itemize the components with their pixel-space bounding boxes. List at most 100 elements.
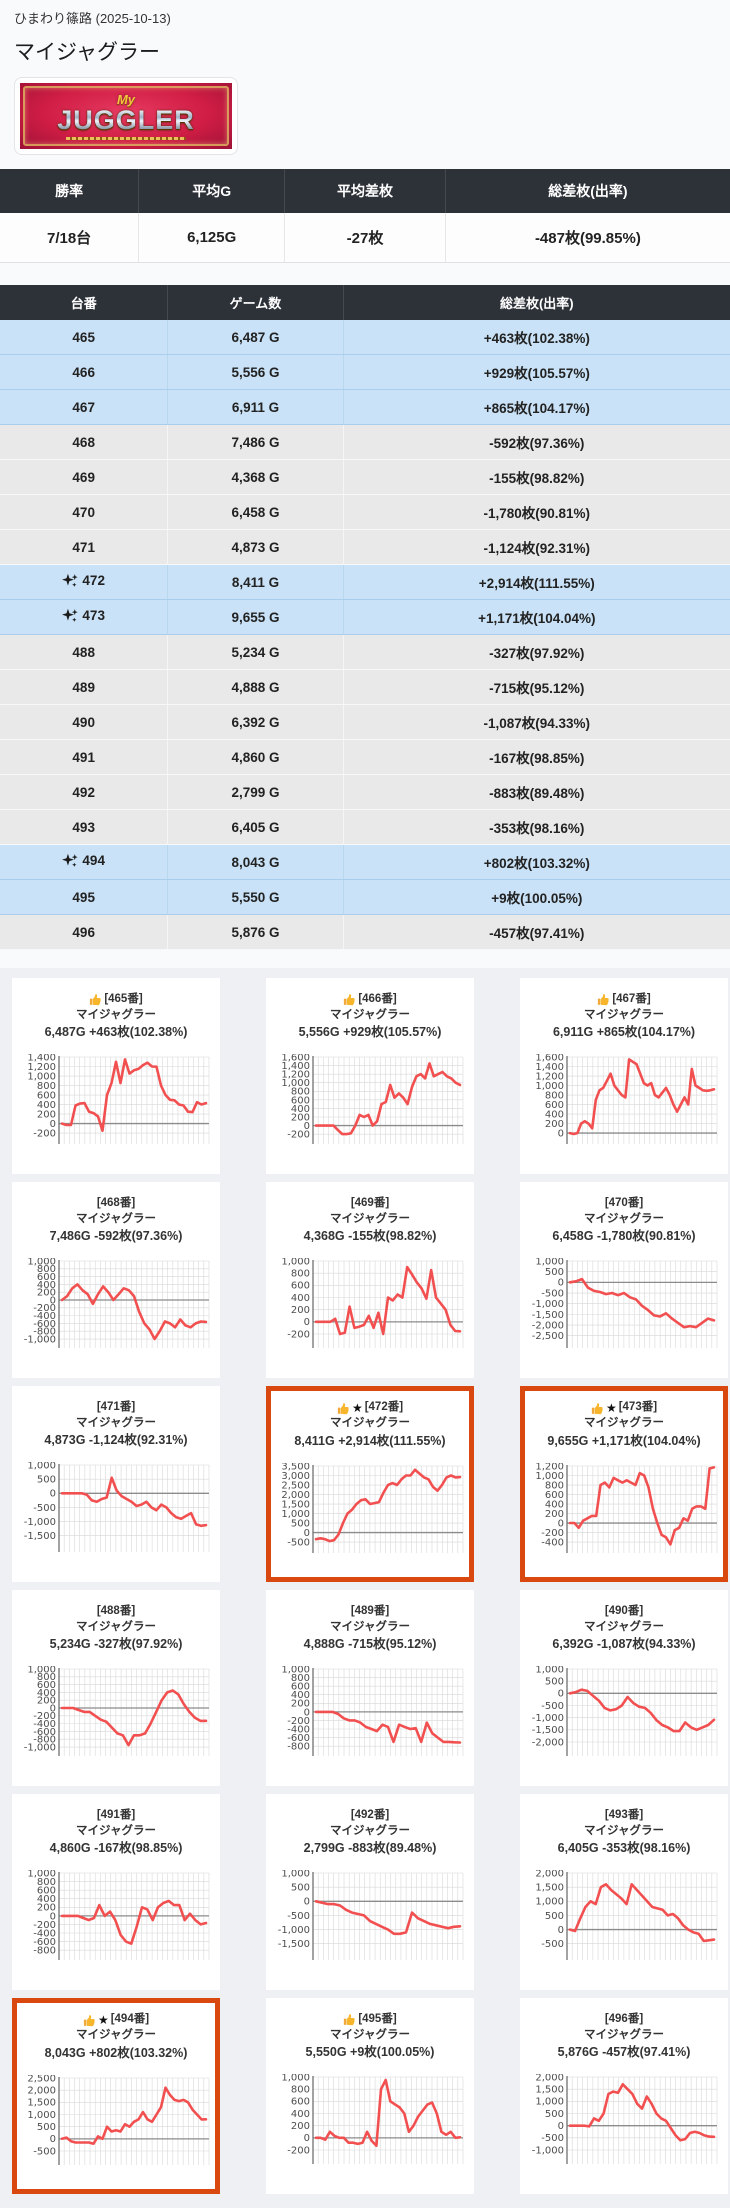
chart-machine-label: [466番] xyxy=(358,993,397,1005)
summary-header-total-diff: 総差枚(出率) xyxy=(445,169,730,213)
machine-row-472[interactable]: 472 8,411 G +2,914枚(111.55%) xyxy=(0,564,730,600)
svg-text:500: 500 xyxy=(291,1518,310,1529)
svg-text:1,500: 1,500 xyxy=(535,2085,564,2096)
svg-text:-200: -200 xyxy=(33,1129,56,1140)
svg-text:-200: -200 xyxy=(33,1920,56,1931)
machine-no-cell: 489 xyxy=(0,669,169,705)
svg-text:-200: -200 xyxy=(33,1711,56,1722)
machine-no: 468 xyxy=(72,434,95,450)
chart-stats-line: 7,486G -592枚(97.36%) xyxy=(49,1229,183,1244)
machine-no: 466 xyxy=(72,364,95,380)
star-icon: ★ xyxy=(351,1401,363,1415)
svg-text:-1,000: -1,000 xyxy=(24,1517,56,1528)
machine-games-cell: 5,556 G xyxy=(167,354,344,390)
chart-stats-line: 5,556G +929枚(105.57%) xyxy=(298,1025,442,1040)
svg-text:-500: -500 xyxy=(33,2146,56,2157)
chart-stats-line: 6,487G +463枚(102.38%) xyxy=(44,1025,188,1040)
svg-text:-500: -500 xyxy=(541,1289,564,1300)
machine-no: 494 xyxy=(82,853,105,868)
chart-model-name: マイジャグラー xyxy=(76,1008,156,1021)
machine-row-488[interactable]: 488 5,234 G -327枚(97.92%) xyxy=(0,634,730,670)
chart-machine-label: [489番] xyxy=(350,1605,390,1617)
machine-row-495[interactable]: 495 5,550 G +9枚(100.05%) xyxy=(0,879,730,915)
machine-chart-card-495: [495番] マイジャグラー 5,550G +9枚(100.05%) -200 0 200… xyxy=(266,1998,474,2194)
machine-chart-card-471: [471番] マイジャグラー 4,873G -1,124枚(92.31%) -1,50… xyxy=(12,1386,220,1582)
machine-row-490[interactable]: 490 6,392 G -1,087枚(94.33%) xyxy=(0,704,730,740)
svg-text:1,000: 1,000 xyxy=(27,2110,56,2121)
machine-no-cell: 465 xyxy=(0,320,169,355)
chart-stats-line: 4,860G -167枚(98.85%) xyxy=(49,1841,183,1856)
svg-text:-800: -800 xyxy=(287,1742,310,1753)
svg-text:-2,000: -2,000 xyxy=(532,1738,564,1749)
svg-text:-800: -800 xyxy=(33,1327,56,1338)
svg-text:-600: -600 xyxy=(33,1319,56,1330)
svg-text:1,200: 1,200 xyxy=(535,1072,564,1083)
machine-row-465[interactable]: 465 6,487 G +463枚(102.38%) xyxy=(0,320,730,355)
machine-diff-cell: -1,124枚(92.31%) xyxy=(343,529,730,565)
chart-machine-label: [496番] xyxy=(604,2013,644,2025)
svg-text:1,000: 1,000 xyxy=(27,1870,56,1879)
svg-text:1,000: 1,000 xyxy=(281,1666,310,1675)
chart-stats-line: 8,043G +802枚(103.32%) xyxy=(44,2045,188,2060)
machine-row-491[interactable]: 491 4,860 G -167枚(98.85%) xyxy=(0,739,730,775)
machine-row-469[interactable]: 469 4,368 G -155枚(98.82%) xyxy=(0,459,730,495)
svg-text:1,400: 1,400 xyxy=(281,1061,310,1072)
machine-header-games: ゲーム数 xyxy=(167,285,344,320)
machine-games-cell: 5,550 G xyxy=(167,879,344,915)
machine-no: 470 xyxy=(72,504,95,520)
machine-no: 465 xyxy=(72,329,95,345)
svg-text:-1,500: -1,500 xyxy=(532,1725,564,1736)
chart-machine-label: [465番] xyxy=(104,993,143,1005)
chart-title-machine: [491番] xyxy=(14,1808,218,1824)
machine-row-493[interactable]: 493 6,405 G -353枚(98.16%) xyxy=(0,809,730,845)
machine-chart-card-473: ★ [473番] マイジャグラー 9,655G +1,171枚(104.04%) -40… xyxy=(520,1386,728,1582)
svg-text:3,000: 3,000 xyxy=(281,1471,310,1482)
machine-row-470[interactable]: 470 6,458 G -1,780枚(90.81%) xyxy=(0,494,730,530)
machine-row-489[interactable]: 489 4,888 G -715枚(95.12%) xyxy=(0,669,730,705)
svg-text:0: 0 xyxy=(558,2121,564,2132)
chart-stats-line: 4,368G -155枚(98.82%) xyxy=(303,1229,437,1244)
svg-text:-1,000: -1,000 xyxy=(532,1713,564,1724)
svg-text:1,000: 1,000 xyxy=(281,2074,310,2083)
svg-text:1,500: 1,500 xyxy=(535,1883,564,1894)
chart-title-machine: [468番] xyxy=(14,1196,218,1212)
machine-games-cell: 4,888 G xyxy=(167,669,344,705)
machine-row-494[interactable]: 494 8,043 G +802枚(103.32%) xyxy=(0,844,730,880)
chart-machine-label: [468番] xyxy=(96,1197,136,1209)
machine-row-467[interactable]: 467 6,911 G +865枚(104.17%) xyxy=(0,389,730,425)
chart-stats-line: 5,876G -457枚(97.41%) xyxy=(557,2045,691,2060)
chart-machine-label: [494番] xyxy=(110,2013,150,2026)
svg-text:0: 0 xyxy=(558,1129,564,1140)
machine-diff-chart: -500 0 500 1,000 1,500 2,000 xyxy=(535,1869,718,1961)
machine-chart-card-467: [467番] マイジャグラー 6,911G +865枚(104.17%) 0 200 40… xyxy=(520,978,728,1174)
chart-title-machine: [467番] xyxy=(522,992,726,1008)
svg-text:-400: -400 xyxy=(33,1929,56,1940)
machine-banner-card[interactable]: My JUGGLER xyxy=(14,77,238,155)
machine-chart-card-469: [469番] マイジャグラー 4,368G -155枚(98.82%) -200 0 20… xyxy=(266,1182,474,1378)
machine-row-492[interactable]: 492 2,799 G -883枚(89.48%) xyxy=(0,774,730,810)
svg-text:0: 0 xyxy=(304,1317,310,1328)
svg-text:1,000: 1,000 xyxy=(27,1072,56,1083)
machine-row-471[interactable]: 471 4,873 G -1,124枚(92.31%) xyxy=(0,529,730,565)
machine-row-496[interactable]: 496 5,876 G -457枚(97.41%) xyxy=(0,914,730,950)
svg-text:-500: -500 xyxy=(287,1911,310,1922)
sparkle-icon xyxy=(62,608,79,622)
svg-text:-200: -200 xyxy=(33,1303,56,1314)
machine-row-468[interactable]: 468 7,486 G -592枚(97.36%) xyxy=(0,424,730,460)
chart-model-name: マイジャグラー xyxy=(584,1417,664,1430)
svg-text:600: 600 xyxy=(291,1281,310,1292)
machine-row-466[interactable]: 466 5,556 G +929枚(105.57%) xyxy=(0,354,730,390)
svg-text:400: 400 xyxy=(545,1110,564,1121)
machine-games-cell: 6,487 G xyxy=(167,320,344,355)
machine-diff-cell: -155枚(98.82%) xyxy=(343,459,730,495)
chart-model-name: マイジャグラー xyxy=(76,1212,156,1225)
machine-row-473[interactable]: 473 9,655 G +1,171枚(104.04%) xyxy=(0,599,730,635)
chart-title-machine: [470番] xyxy=(522,1196,726,1212)
machine-no-cell: 472 xyxy=(0,564,169,600)
thumbs-up-icon xyxy=(337,1402,349,1414)
machine-no-cell: 469 xyxy=(0,459,169,495)
machine-no: 488 xyxy=(72,644,95,660)
summary-avg-games-value: 6,125G xyxy=(138,213,286,263)
machine-games-cell: 5,234 G xyxy=(167,634,344,670)
